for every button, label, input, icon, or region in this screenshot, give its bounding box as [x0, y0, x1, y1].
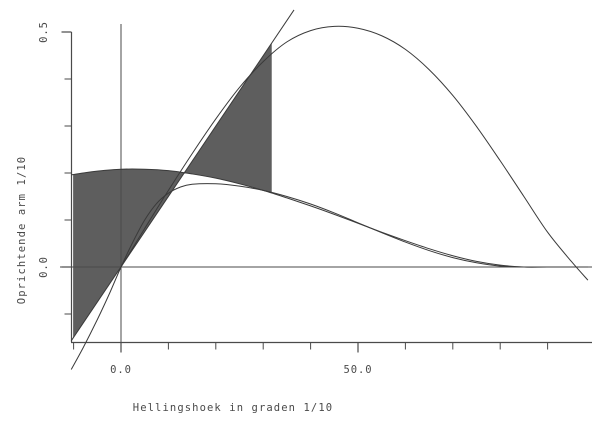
series-curve: [120, 25, 589, 281]
y-axis-title: Oprichtende arm 1/10: [16, 156, 28, 304]
x-axis-title: Hellingshoek in graden 1/10: [133, 402, 333, 414]
series-curve: [71, 168, 588, 268]
y-axis-ticks: [61, 31, 72, 315]
y-tick-label-top: 0.5: [38, 21, 50, 43]
x-tick-label-zero: 0.0: [110, 364, 132, 376]
series-curve: [70, 9, 295, 342]
chart-series-group: [70, 9, 589, 370]
x-axis-ticks: [73, 342, 549, 353]
y-tick-label-zero: 0.0: [38, 256, 50, 278]
x-tick-label-fifty: 50.0: [344, 364, 373, 376]
